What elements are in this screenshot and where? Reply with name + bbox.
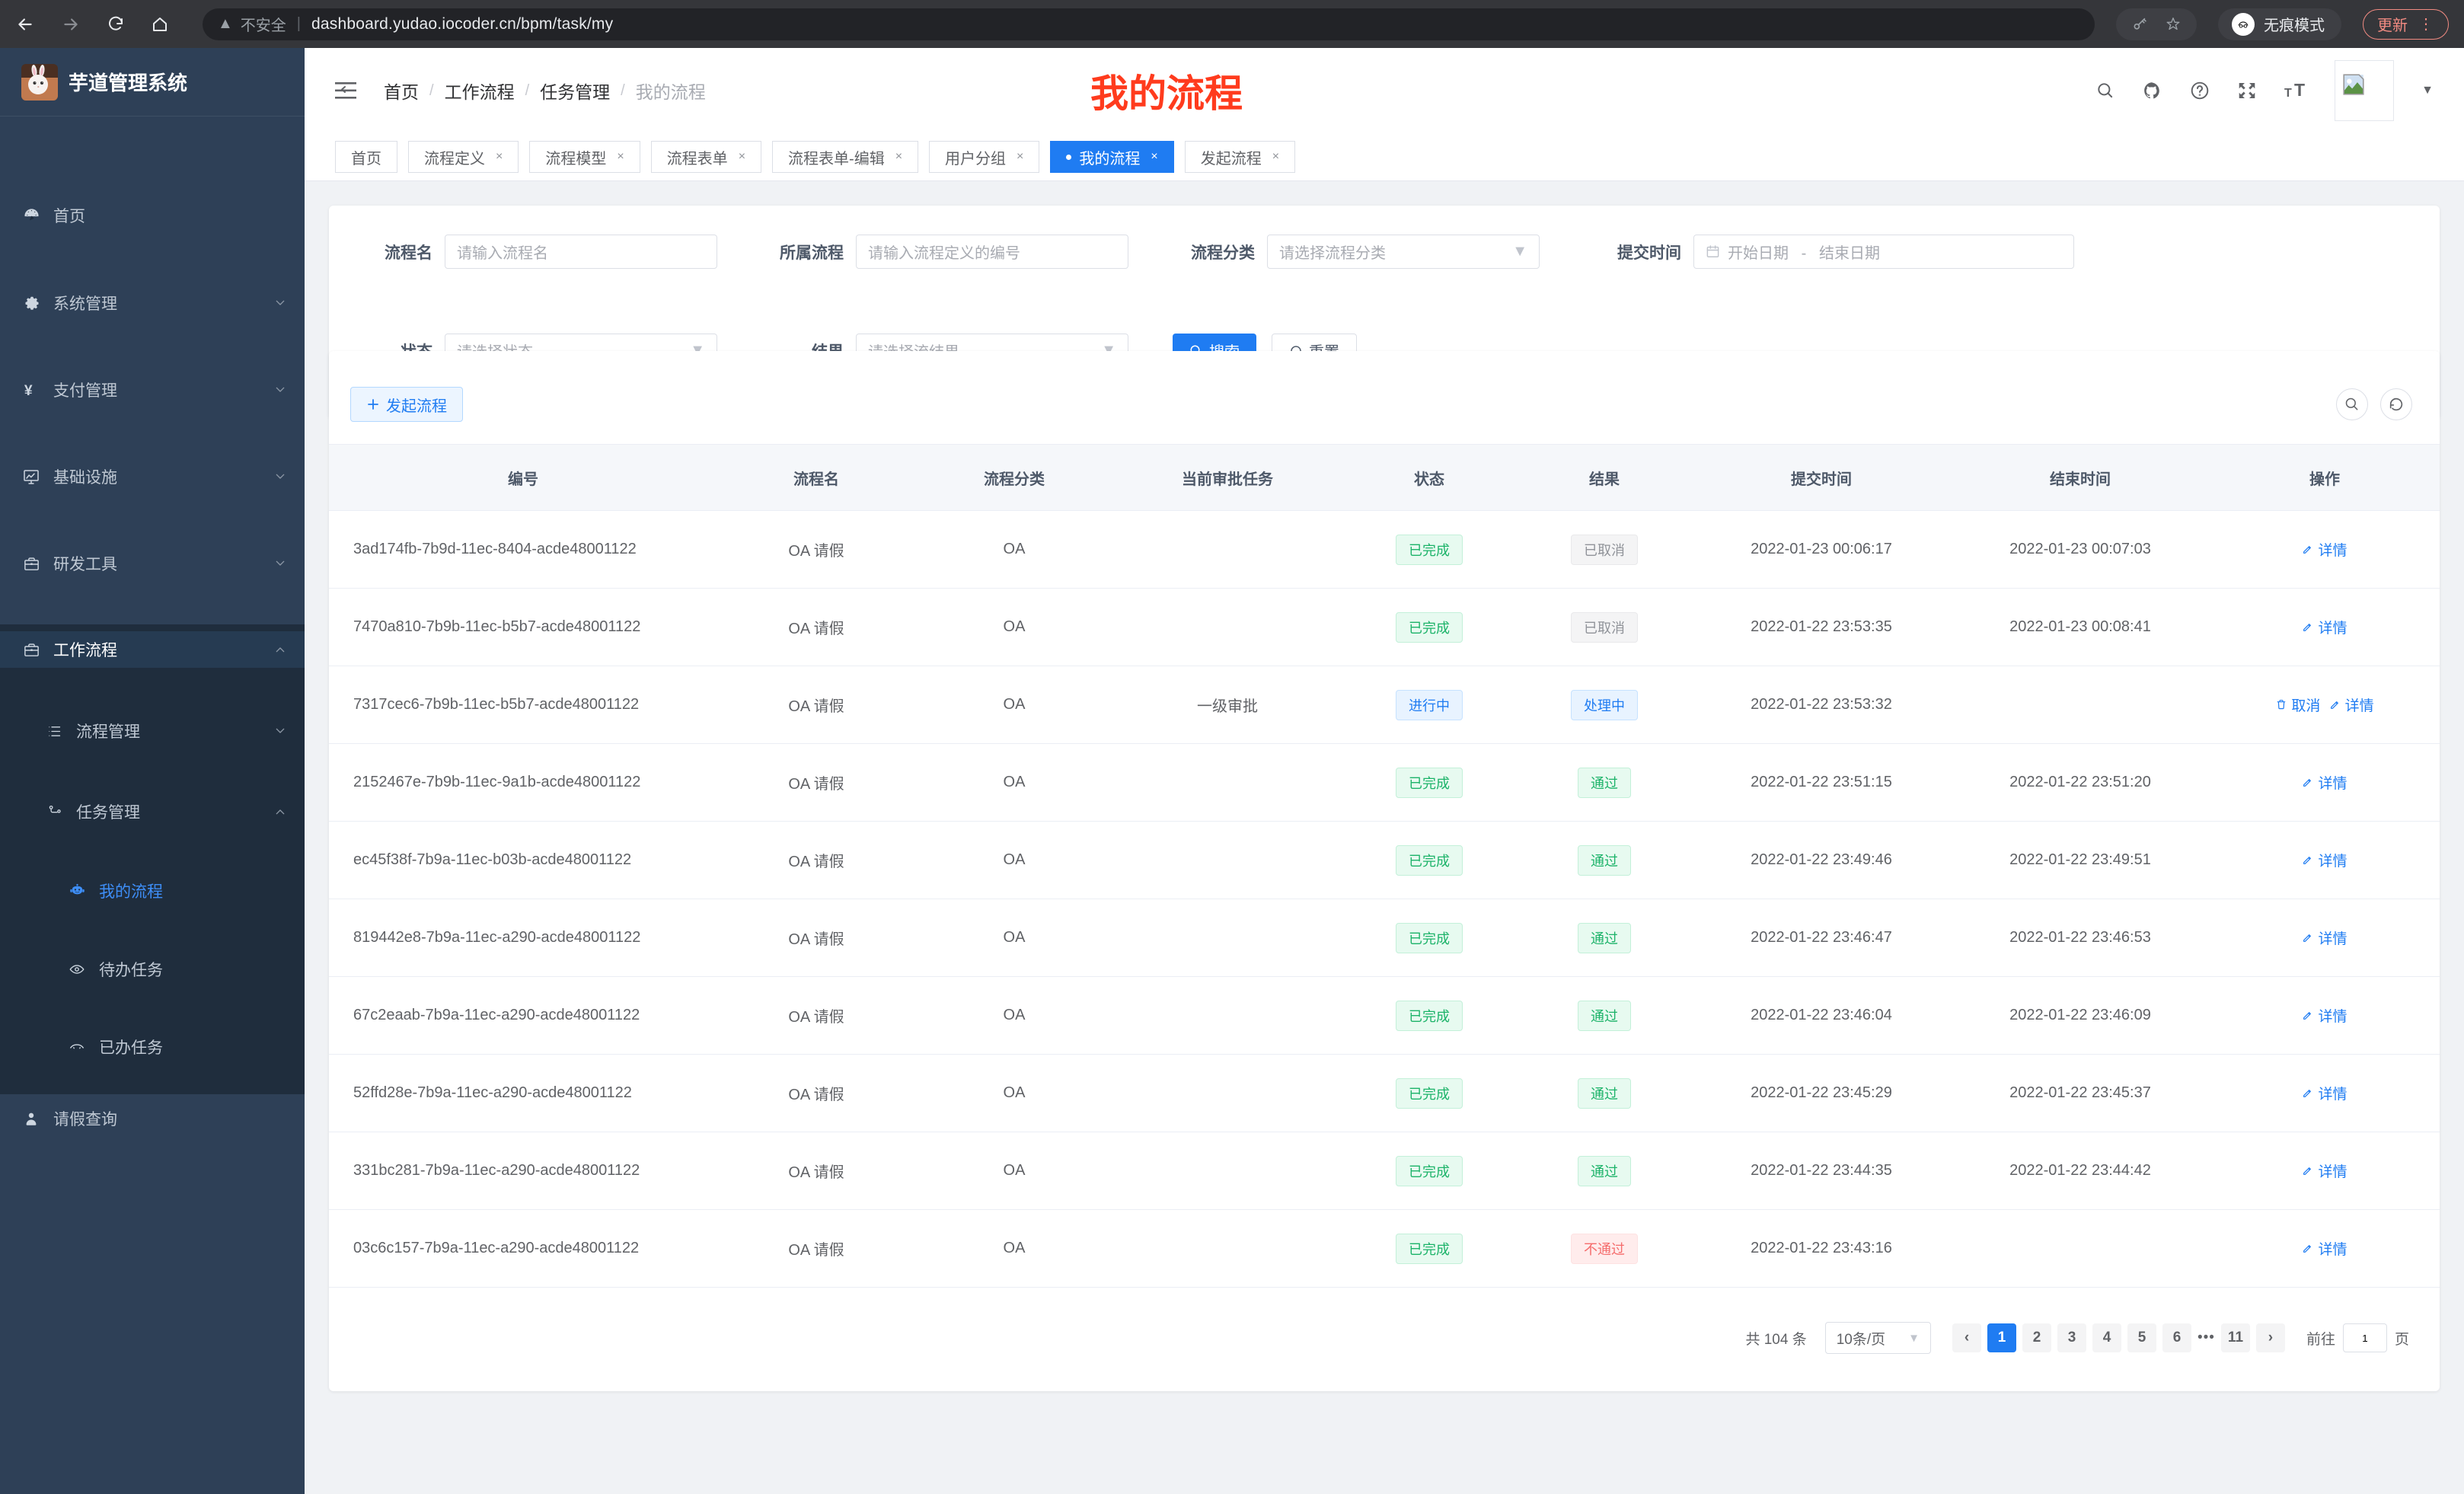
svg-text:T: T: [2294, 81, 2305, 100]
svg-text:¥: ¥: [24, 382, 33, 398]
svg-text:T: T: [2284, 87, 2292, 100]
